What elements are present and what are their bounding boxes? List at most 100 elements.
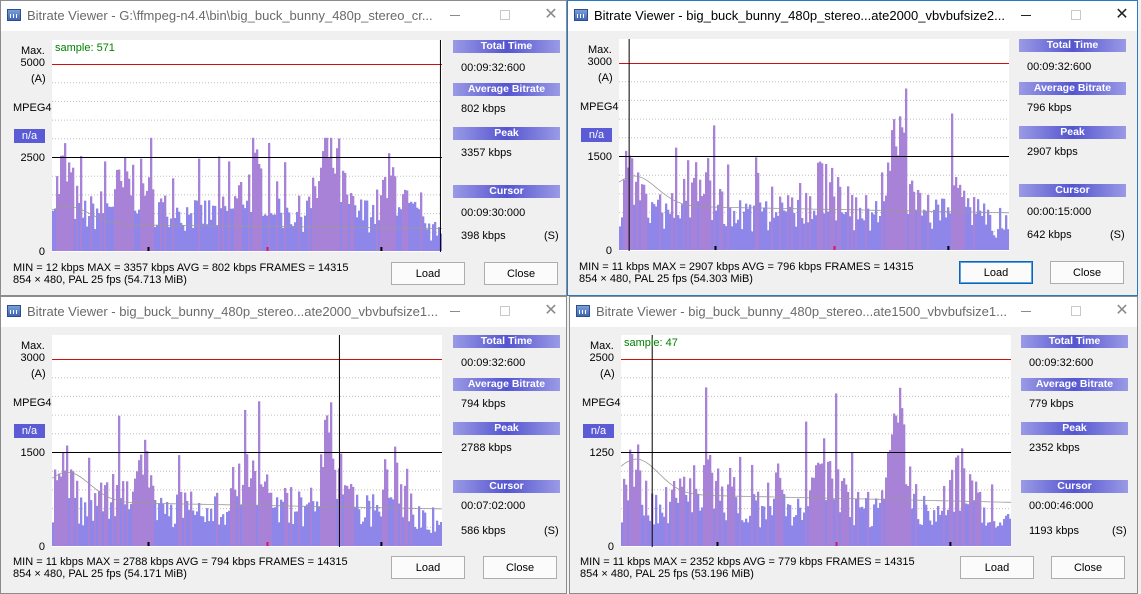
bitrate-bar [971, 225, 974, 250]
bitrate-bar [797, 498, 800, 546]
mode-badge[interactable]: n/a [581, 128, 612, 142]
bitrate-bar [709, 455, 712, 546]
bitrate-bar [745, 203, 748, 250]
bitrate-chart[interactable] [52, 335, 442, 547]
close-window-button[interactable]: ✕ [540, 5, 562, 25]
bitrate-bar [879, 216, 882, 250]
bitrate-bar [965, 206, 968, 250]
average-curve [52, 471, 442, 510]
bitrate-bar [268, 142, 271, 251]
bitrate-bar [727, 484, 730, 546]
close-button[interactable]: Close [1050, 261, 1124, 284]
load-button[interactable]: Load [960, 556, 1034, 579]
bitrate-bar [807, 222, 810, 250]
bitrate-chart[interactable]: sample: 47 [621, 335, 1011, 547]
bitrate-bar [835, 220, 838, 250]
bitrate-bar [54, 208, 57, 251]
bitrate-bar [723, 512, 726, 546]
stats-line-2: 854 × 480, PAL 25 fps (53.196 MiB) [580, 568, 754, 580]
bitrate-chart-svg [52, 335, 442, 547]
minimize-button[interactable] [1015, 5, 1037, 25]
bitrate-bar [989, 522, 992, 546]
bitrate-bar [629, 449, 632, 546]
title-bar[interactable]: Bitrate Viewer - big_buck_bunny_480p_ste… [568, 1, 1137, 31]
bitrate-bar [837, 469, 840, 546]
title-bar[interactable]: Bitrate Viewer - big_buck_bunny_480p_ste… [570, 297, 1137, 327]
bitrate-bar [757, 491, 760, 546]
bitrate-bar [685, 495, 688, 546]
load-button[interactable]: Load [391, 262, 465, 285]
close-window-button[interactable]: ✕ [1111, 301, 1133, 321]
bitrate-bar [352, 486, 355, 546]
bitrate-bar [759, 202, 762, 250]
bitrate-bar [761, 506, 764, 546]
bitrate-bar [997, 526, 1000, 546]
window-title: Bitrate Viewer - big_buck_bunny_480p_ste… [596, 304, 1007, 319]
bitrate-bar [168, 516, 171, 546]
bitrate-bar [398, 503, 401, 546]
mode-badge[interactable]: n/a [14, 129, 45, 143]
bitrate-bar [905, 484, 908, 546]
bitrate-bar [793, 213, 796, 250]
bitrate-bar [907, 213, 910, 250]
bitrate-bar [122, 481, 125, 546]
bitrate-bar [228, 510, 231, 546]
bitrate-bar [242, 484, 245, 546]
load-button[interactable]: Load [959, 261, 1033, 284]
bitrate-bar [266, 215, 269, 251]
bitrate-viewer-app-icon [7, 305, 21, 317]
bitrate-chart[interactable]: sample: 571 [52, 40, 442, 252]
bitrate-bar [755, 157, 758, 250]
close-button[interactable]: Close [484, 262, 558, 285]
bitrate-bar [827, 211, 830, 250]
close-button[interactable]: Close [1051, 556, 1125, 579]
bitrate-bar [298, 195, 301, 251]
bitrate-bar [895, 415, 898, 546]
close-icon: ✕ [544, 6, 558, 23]
bitrate-bar [326, 137, 329, 251]
bitrate-bar [430, 240, 433, 251]
stats-line-2: 854 × 480, PAL 25 fps (54.171 MiB) [13, 568, 187, 580]
bitrate-viewer-app-icon [574, 9, 588, 21]
bitrate-bar [270, 213, 273, 251]
close-button[interactable]: Close [483, 556, 557, 579]
mode-badge[interactable]: n/a [14, 424, 45, 438]
load-button[interactable]: Load [391, 556, 465, 579]
bitrate-bar [681, 486, 684, 546]
bitrate-bar [673, 481, 676, 546]
bitrate-bar [773, 498, 776, 546]
bitrate-bar [815, 465, 818, 546]
minimize-button[interactable] [444, 301, 466, 321]
y-max-value: 2500 [589, 352, 614, 364]
total-time-value: 00:09:32:600 [1029, 357, 1094, 369]
bitrate-bar [697, 493, 700, 546]
mode-badge[interactable]: n/a [583, 424, 614, 438]
codec-label: MPEG4 [13, 102, 52, 114]
bitrate-bar [783, 494, 786, 546]
bitrate-bar [855, 498, 858, 546]
bitrate-bar [635, 469, 638, 546]
bitrate-bar [783, 210, 786, 250]
minimize-button[interactable] [444, 5, 466, 25]
bitrate-bar [180, 492, 183, 546]
bitrate-bar [416, 207, 419, 251]
title-bar[interactable]: Bitrate Viewer - G:\ffmpeg-n4.4\bin\big_… [1, 1, 566, 31]
total-time-header: Total Time [1021, 335, 1128, 348]
close-window-button[interactable]: ✕ [540, 301, 562, 321]
bitrate-chart[interactable] [619, 39, 1009, 251]
bitrate-bar [328, 432, 331, 546]
bitrate-bar [432, 507, 435, 546]
bitrate-bar [765, 201, 768, 250]
cursor-header: Cursor [1019, 184, 1126, 197]
bitrate-bar [172, 178, 175, 251]
bitrate-bar [841, 212, 844, 250]
bitrate-bar [180, 222, 183, 251]
bitrate-bar [837, 177, 840, 250]
bitrate-bar [312, 177, 315, 251]
close-window-button[interactable]: ✕ [1111, 5, 1133, 25]
bitrate-bar [849, 216, 852, 250]
bitrate-bar [394, 176, 397, 251]
bitrate-bar [254, 152, 257, 251]
title-bar[interactable]: Bitrate Viewer - big_buck_bunny_480p_ste… [1, 297, 566, 327]
minimize-button[interactable] [1015, 301, 1037, 321]
